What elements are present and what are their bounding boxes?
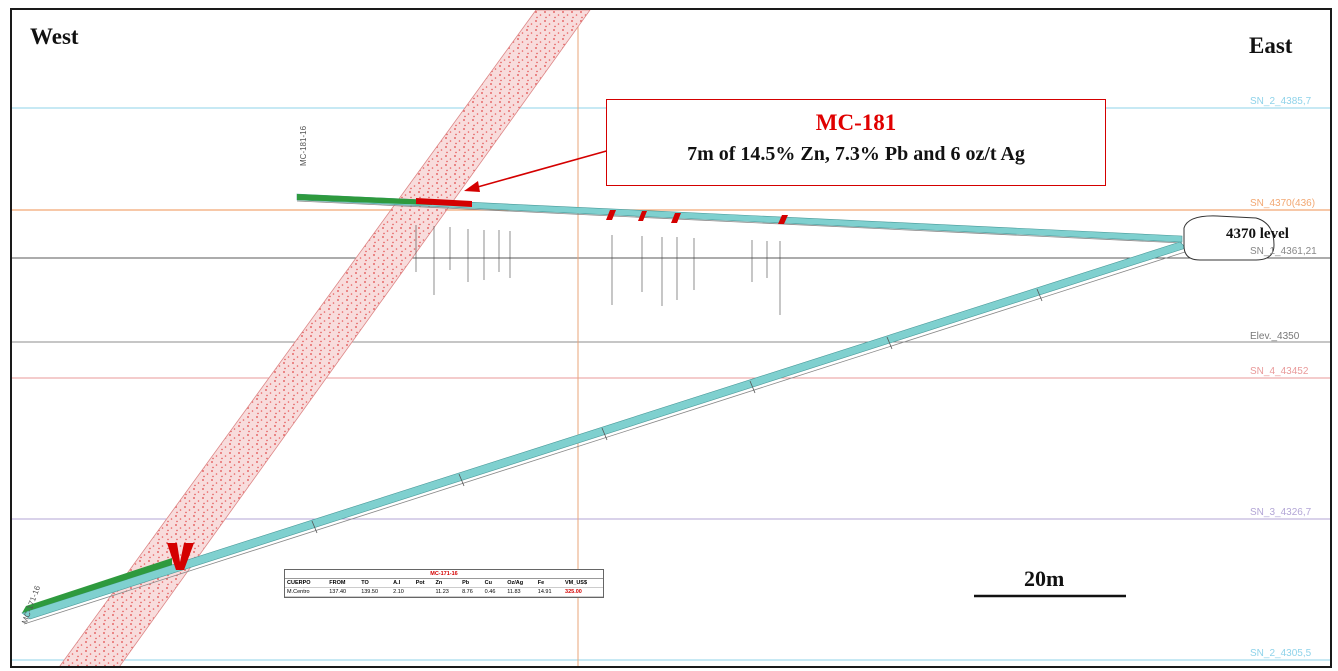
ore-intercepts <box>167 198 788 570</box>
east-label: East <box>1249 33 1293 58</box>
level-opening <box>1183 215 1275 261</box>
assay-header-cell: Pot <box>413 579 434 588</box>
chainage-ticks <box>311 288 1043 534</box>
callout-pointer <box>464 149 611 192</box>
assay-cell: 0.46 <box>482 587 506 597</box>
assay-cell: M.Centro <box>285 587 328 597</box>
assay-cell: 8.76 <box>460 587 483 597</box>
section-frame: West East SN_2_4385,7 SN_4370(436) SN_1_… <box>10 8 1332 668</box>
assay-header-row: CUERPO FROM TO A.I Pot Zn Pb Cu Oz/Ag Fe… <box>285 579 603 588</box>
section-label-sn1: SN_1_4361,21 <box>1250 246 1317 257</box>
scale-bar-label: 20m <box>1024 566 1065 591</box>
assay-cell <box>413 587 434 597</box>
section-label-elev4350: Elev._4350 <box>1250 331 1300 342</box>
assay-cell: 137.40 <box>327 587 360 597</box>
callout-text: 7m of 14.5% Zn, 7.3% Pb and 6 oz/t Ag <box>687 143 1025 165</box>
upper-hole-label: MC-181-16 <box>299 125 308 166</box>
intercept-callout: MC-181 7m of 14.5% Zn, 7.3% Pb and 6 oz/… <box>606 99 1106 186</box>
section-label-sn4: SN_4_43452 <box>1250 366 1309 377</box>
assay-table: MC-171-16 CUERPO FROM TO A.I Pot Zn Pb C… <box>284 569 604 598</box>
callout-title: MC-181 <box>815 110 897 135</box>
section-label-sn4370: SN_4370(436) <box>1250 198 1316 209</box>
sample-ticks <box>415 225 781 315</box>
assay-cell: 11.23 <box>433 587 461 597</box>
assay-cell-value: 325.00 <box>563 587 603 597</box>
assay-data-row: M.Centro 137.40 139.50 2.10 11.23 8.76 0… <box>285 587 603 597</box>
assay-header-cell: VM_US$ <box>563 579 603 588</box>
assay-header-cell: A.I <box>391 579 414 588</box>
section-label-sn3: SN_3_4326,7 <box>1250 507 1312 518</box>
section-label-sn2-top: SN_2_4385,7 <box>1250 96 1312 107</box>
assay-header-cell: Cu <box>482 579 506 588</box>
assay-cell: 11.83 <box>505 587 536 597</box>
assay-header-cell: Zn <box>433 579 461 588</box>
level-label: 4370 level <box>1226 226 1289 242</box>
assay-cell: 14.91 <box>535 587 564 597</box>
lower-drill-hole <box>21 241 1189 625</box>
assay-header-cell: Oz/Ag <box>505 579 536 588</box>
assay-header-cell: FROM <box>327 579 360 588</box>
assay-header-cell: CUERPO <box>285 579 328 588</box>
assay-cell: 139.50 <box>359 587 392 597</box>
assay-cell: 2.10 <box>391 587 414 597</box>
upper-drill-hole <box>296 193 1183 244</box>
section-label-sn2-bottom: SN_2_4305,5 <box>1250 648 1312 659</box>
assay-header-cell: Fe <box>535 579 564 588</box>
fault-zone <box>59 10 591 666</box>
west-label: West <box>30 24 79 49</box>
assay-table-title: MC-171-16 <box>285 570 603 579</box>
cross-section-drawing <box>12 10 1330 666</box>
assay-header-cell: TO <box>359 579 392 588</box>
assay-header-cell: Pb <box>460 579 483 588</box>
